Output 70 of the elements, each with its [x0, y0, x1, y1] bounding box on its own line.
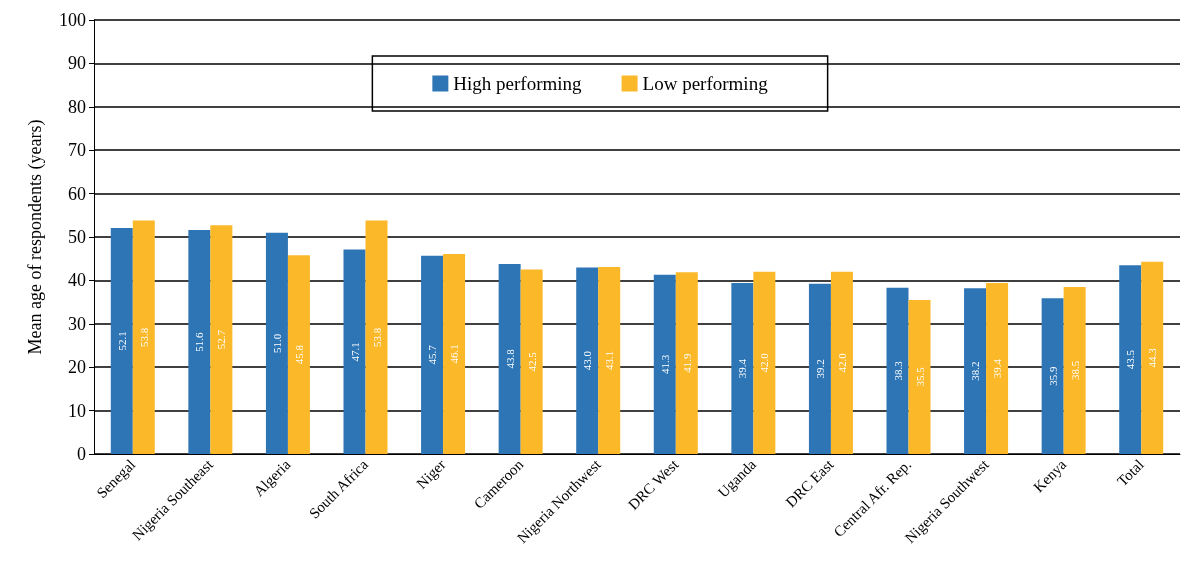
bar — [443, 253, 466, 454]
data-label: 53.8 — [370, 327, 383, 347]
data-label: 42.0 — [758, 352, 771, 373]
data-label: 47.1 — [348, 342, 361, 362]
data-label: 35.5 — [913, 366, 926, 387]
bar — [287, 255, 310, 454]
bar — [1119, 265, 1142, 454]
data-label: 42.0 — [835, 352, 848, 373]
bar — [653, 274, 676, 454]
bar — [886, 287, 909, 454]
y-tick-label: 80 — [68, 96, 86, 117]
y-tick-label: 90 — [68, 53, 86, 74]
data-label: 41.3 — [658, 354, 671, 374]
data-label: 41.9 — [680, 352, 693, 373]
y-tick-label: 60 — [68, 183, 86, 204]
data-label: 38.3 — [891, 360, 904, 381]
bar — [964, 288, 987, 454]
bar — [598, 266, 621, 454]
y-tick-label: 40 — [68, 270, 86, 291]
y-tick-label: 100 — [59, 10, 86, 30]
bar — [498, 263, 521, 454]
y-tick-label: 0 — [77, 444, 86, 464]
bar — [343, 249, 366, 454]
data-label: 43.1 — [603, 350, 616, 371]
data-label: 51.6 — [193, 331, 206, 352]
y-tick-label: 10 — [68, 400, 86, 421]
bar — [675, 272, 698, 454]
bar — [265, 232, 288, 454]
bar — [1141, 261, 1164, 454]
data-label: 38.5 — [1068, 360, 1081, 381]
data-label: 45.7 — [426, 344, 439, 365]
data-label: 51.0 — [270, 333, 283, 353]
data-label: 38.2 — [969, 361, 982, 381]
data-label: 43.8 — [503, 348, 516, 369]
bar — [808, 283, 831, 454]
bar — [188, 230, 211, 454]
bar — [110, 227, 133, 454]
data-label: 52.7 — [215, 329, 228, 350]
data-label: 44.3 — [1146, 347, 1159, 368]
legend-label: High performing — [453, 73, 583, 94]
bar — [731, 283, 754, 454]
y-axis-title: Mean age of respondents (years) — [25, 119, 46, 355]
bar — [1041, 298, 1064, 454]
data-label: 43.5 — [1124, 349, 1137, 370]
legend-label: Low performing — [642, 73, 769, 94]
bar — [520, 269, 543, 454]
y-tick-label: 50 — [68, 227, 86, 247]
bar — [830, 271, 853, 454]
data-label: 52.1 — [115, 331, 128, 351]
bar — [1063, 286, 1086, 454]
y-tick-label: 20 — [68, 357, 86, 378]
data-label: 42.5 — [525, 351, 538, 372]
data-label: 53.8 — [137, 327, 150, 347]
bar — [421, 255, 444, 454]
data-label: 43.0 — [581, 350, 594, 371]
bar — [576, 267, 599, 454]
bar — [753, 271, 776, 454]
data-label: 39.4 — [736, 358, 749, 379]
data-label: 39.4 — [991, 358, 1004, 379]
y-tick-label: 70 — [68, 140, 86, 161]
bar — [365, 220, 388, 454]
bar — [210, 225, 233, 454]
bar — [908, 299, 931, 454]
data-label: 39.2 — [813, 359, 826, 379]
bar — [986, 283, 1009, 454]
data-label: 45.8 — [292, 344, 305, 365]
bar — [132, 220, 155, 454]
y-tick-label: 30 — [68, 313, 86, 334]
data-label: 46.1 — [448, 344, 461, 364]
data-label: 35.9 — [1046, 365, 1059, 386]
